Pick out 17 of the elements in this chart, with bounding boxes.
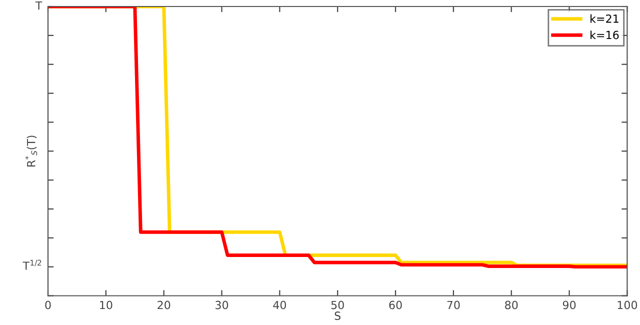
x-tick-label: 80 bbox=[505, 300, 518, 310]
x-tick-label: 50 bbox=[331, 300, 344, 310]
x-tick-label: 70 bbox=[447, 300, 460, 310]
x-tick-label: 0 bbox=[45, 300, 51, 310]
x-tick-label: 60 bbox=[389, 300, 402, 310]
x-tick-label: 10 bbox=[100, 300, 112, 310]
x-tick-label: 100 bbox=[618, 300, 638, 310]
y-axis-title: R$^{*}$$_{S}$(T) bbox=[25, 136, 38, 166]
text: T$^{1/2}$ bbox=[22, 260, 42, 270]
x-tick-label: 20 bbox=[158, 300, 170, 310]
legend-label: k=16 bbox=[590, 30, 619, 40]
text: T bbox=[35, 1, 42, 10]
x-tick-label: 30 bbox=[216, 300, 228, 310]
x-tick-label: 40 bbox=[273, 300, 286, 310]
legend-label: k=21 bbox=[590, 14, 618, 23]
x-axis-title: S bbox=[334, 312, 341, 320]
x-tick-label: 90 bbox=[562, 300, 576, 310]
